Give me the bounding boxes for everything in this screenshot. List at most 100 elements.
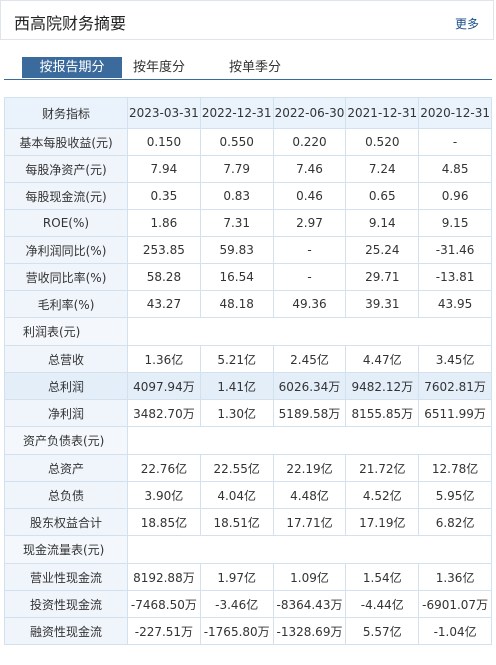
- tab[interactable]: 按单季分: [228, 60, 281, 75]
- data-row: 股东权益合计 18.85亿 18.51亿 17.71亿 17.19亿 6.82亿: [4, 508, 492, 536]
- row-label: 净利润: [4, 399, 128, 427]
- more-link[interactable]: 更多: [454, 17, 479, 31]
- tab-bar: 按报告期分 按年度分 按单季分: [4, 57, 492, 80]
- cell: -1765.80万: [199, 617, 274, 645]
- row-label: 总负债: [4, 481, 128, 509]
- cell: -4.44亿: [345, 590, 420, 618]
- row-label: 资产负债表(元): [4, 426, 128, 455]
- row-label: 融资性现金流: [4, 617, 128, 645]
- cell: 0.46: [272, 182, 347, 210]
- data-row: 总负债 3.90亿 4.04亿 4.48亿 4.52亿 5.95亿: [4, 481, 492, 509]
- column-header: 2020-12-31: [418, 97, 492, 129]
- cell: 7602.81万: [418, 372, 492, 400]
- cell: 0.83: [199, 182, 274, 210]
- header: 西高院财务摘要 更多: [0, 0, 494, 40]
- section-row: 资产负债表(元): [4, 426, 492, 455]
- data-row: 每股净资产(元) 7.94 7.79 7.46 7.24 4.85: [4, 155, 492, 183]
- cell: 7.31: [199, 209, 274, 237]
- cell: -: [418, 128, 492, 156]
- cell: 1.36亿: [418, 563, 492, 591]
- cell: 0.35: [127, 182, 201, 210]
- cell: 25.24: [345, 236, 420, 264]
- cell: 29.71: [345, 263, 420, 291]
- row-label: ROE(%): [4, 209, 128, 237]
- cell: 17.19亿: [345, 508, 420, 536]
- cell: 5189.58万: [272, 399, 347, 427]
- section-row: 现金流量表(元): [4, 535, 492, 564]
- cell: 4.04亿: [199, 481, 274, 509]
- cell: 0.65: [345, 182, 420, 210]
- column-header: 财务指标: [4, 97, 128, 129]
- cell: 22.76亿: [127, 454, 201, 482]
- cell: 0.550: [199, 128, 274, 156]
- cell: 21.72亿: [345, 454, 420, 482]
- tab[interactable]: 按年度分: [132, 60, 185, 75]
- cell: 22.55亿: [199, 454, 274, 482]
- cell: 4.85: [418, 155, 492, 183]
- cell: 7.94: [127, 155, 201, 183]
- header-row: 财务指标 2023-03-31 2022-12-31 2022-06-30 2021-1…: [4, 97, 492, 129]
- cell: 0.150: [127, 128, 201, 156]
- row-label: 营业性现金流: [4, 563, 128, 591]
- row-label: 每股净资产(元): [4, 155, 128, 183]
- empty-cell: [127, 535, 492, 564]
- cell: 3.90亿: [127, 481, 201, 509]
- cell: 43.27: [127, 290, 201, 318]
- cell: -1328.69万: [272, 617, 347, 645]
- section-row: 利润表(元): [4, 317, 492, 346]
- cell: 0.520: [345, 128, 420, 156]
- data-row: 总利润 4097.94万 1.41亿 6026.34万 9482.12万 7602.81万: [4, 372, 492, 400]
- empty-cell: [127, 426, 492, 455]
- cell: 253.85: [127, 236, 201, 264]
- data-row: 营收同比率(%) 58.28 16.54-29.71 -13.81: [4, 263, 492, 291]
- data-row: 净利润 3482.70万 1.30亿 5189.58万 8155.85万 6511.99万: [4, 399, 492, 427]
- row-label: 股东权益合计: [4, 508, 128, 536]
- cell: 4.47亿: [345, 345, 420, 373]
- cell: 1.36亿: [127, 345, 201, 373]
- cell: 6.82亿: [418, 508, 492, 536]
- cell: 9.15: [418, 209, 492, 237]
- data-row: 基本每股收益(元) 0.150 0.550 0.220 0.520-: [4, 128, 492, 156]
- cell: 49.36: [272, 290, 347, 318]
- data-row: 总资产 22.76亿 22.55亿 22.19亿 21.72亿 12.78亿: [4, 454, 492, 482]
- column-header: 2023-03-31: [127, 97, 201, 129]
- cell: 5.95亿: [418, 481, 492, 509]
- cell: 1.30亿: [199, 399, 274, 427]
- cell: 17.71亿: [272, 508, 347, 536]
- cell: 1.41亿: [199, 372, 274, 400]
- cell: -13.81: [418, 263, 492, 291]
- cell: 43.95: [418, 290, 492, 318]
- data-row: 总营收 1.36亿 5.21亿 2.45亿 4.47亿 3.45亿: [4, 345, 492, 373]
- data-row: ROE(%) 1.86 7.31 2.97 9.14 9.15: [4, 209, 492, 237]
- cell: 1.09亿: [272, 563, 347, 591]
- cell: 6026.34万: [272, 372, 347, 400]
- row-label: 总利润: [4, 372, 128, 400]
- empty-cell: [127, 317, 492, 346]
- cell: 7.24: [345, 155, 420, 183]
- cell: 18.85亿: [127, 508, 201, 536]
- cell: 9.14: [345, 209, 420, 237]
- cell: 18.51亿: [199, 508, 274, 536]
- cell: 1.54亿: [345, 563, 420, 591]
- data-row: 每股现金流(元) 0.35 0.83 0.46 0.65 0.96: [4, 182, 492, 210]
- cell: 9482.12万: [345, 372, 420, 400]
- cell: 8192.88万: [127, 563, 201, 591]
- cell: 58.28: [127, 263, 201, 291]
- cell: -7468.50万: [127, 590, 201, 618]
- cell: 7.79: [199, 155, 274, 183]
- data-row: 投资性现金流 -7468.50万 -3.46亿 -8364.43万 -4.44亿 -690…: [4, 590, 492, 618]
- row-label: 营收同比率(%): [4, 263, 128, 291]
- cell: 5.57亿: [345, 617, 420, 645]
- row-label: 总资产: [4, 454, 128, 482]
- column-header: 2021-12-31: [345, 97, 420, 129]
- cell: -: [272, 263, 347, 291]
- cell: -227.51万: [127, 617, 201, 645]
- data-row: 营业性现金流 8192.88万 1.97亿 1.09亿 1.54亿 1.36亿: [4, 563, 492, 591]
- tab[interactable]: 按报告期分: [22, 57, 122, 78]
- cell: 6511.99万: [418, 399, 492, 427]
- row-label: 利润表(元): [4, 317, 128, 346]
- row-label: 净利润同比(%): [4, 236, 128, 264]
- cell: 4.48亿: [272, 481, 347, 509]
- cell: 1.86: [127, 209, 201, 237]
